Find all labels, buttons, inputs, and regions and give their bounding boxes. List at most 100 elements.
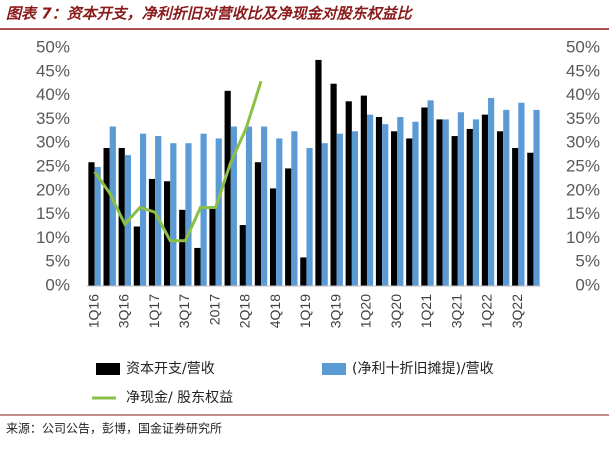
y2-tick-label: 45% [566,61,600,80]
bar [360,95,367,286]
bar [269,188,277,286]
bar [194,247,201,286]
bar [351,131,359,286]
y-tick-label: 20% [36,180,70,199]
bar [442,119,449,287]
bar [457,112,464,286]
y-tick-label: 45% [36,61,70,80]
bar [185,143,192,286]
y2-tick-label: 35% [566,109,600,128]
bar [366,114,374,286]
source: 来源：公司公告，彭博，国金证券研究所 [6,421,222,436]
chart-title: 图表 7：资本开支，净利折旧对营收比及净现金对股东权益比 [6,5,414,23]
bar [330,83,337,286]
y-tick-label: 50% [36,37,70,56]
y-tick-label: 30% [36,133,70,152]
bar [200,133,207,286]
legend-swatch [96,363,120,375]
bar [148,178,156,286]
y-tick-label: 10% [36,228,70,247]
y2-tick-label: 20% [566,180,600,199]
y-tick-label: 35% [36,109,70,128]
legend-label: 净现金/ 股东权益 [126,390,233,406]
legend-swatch [322,363,346,375]
bar [215,138,222,286]
bar [382,124,389,286]
x-tick-label: 1Q20 [358,294,374,328]
bar [481,114,489,286]
bar [245,126,253,286]
bar [345,101,352,286]
x-tick-label: 1Q17 [146,294,162,328]
bar [527,152,534,286]
bar [239,225,246,286]
bar [88,162,95,286]
bar [406,138,413,286]
bar [436,119,443,287]
bar [300,257,307,286]
bar [261,126,268,286]
x-tick-label: 2Q18 [237,294,253,328]
y2-tick-label: 25% [566,156,600,175]
bar [503,109,510,286]
y-tick-label: 5% [45,252,70,271]
y2-tick-label: 5% [575,252,600,271]
bar [397,117,404,287]
y2-tick-label: 50% [566,37,600,56]
bar [291,131,298,286]
bar [488,97,495,286]
bar [285,168,292,286]
y2-tick-label: 15% [566,204,600,223]
bar [321,143,328,286]
y2-tick-label: 40% [566,85,600,104]
legend-label: (净利十折旧摊提)/营收 [352,361,494,377]
bar [276,138,283,286]
bar [179,209,186,286]
bar [230,126,237,286]
y-tick-label: 0% [45,275,70,294]
y2-tick-label: 10% [566,228,600,247]
bar [375,117,383,287]
x-tick-label: 3Q16 [116,294,132,328]
x-tick-label: 1Q21 [418,294,434,328]
bar [391,131,398,286]
y-tick-label: 15% [36,204,70,223]
bar [512,147,519,286]
bar [155,136,162,286]
x-tick-label: 4Q18 [267,294,283,328]
y-tick-label: 40% [36,85,70,104]
bar [209,207,216,286]
bar [518,102,525,287]
bar [496,131,504,286]
bar [170,143,177,286]
x-tick-label: 1Q16 [85,294,101,328]
bar [427,100,434,286]
bar [451,136,458,286]
bar [103,147,110,286]
bar [412,121,419,286]
y-tick-label: 25% [36,156,70,175]
bar [306,147,313,286]
x-tick-label: 1Q19 [297,294,313,328]
bar [315,59,322,287]
bar [133,226,140,286]
y2-tick-label: 30% [566,133,600,152]
line-series [93,80,263,243]
bar [94,167,101,286]
legend-label: 资本开支/营收 [126,361,215,377]
bar [254,162,262,286]
bar [466,128,473,286]
bar [224,90,231,286]
bar [421,107,428,286]
x-tick-label: 3Q17 [176,294,192,328]
x-tick-label: 1Q22 [479,294,495,328]
x-tick-label: 3Q19 [327,294,343,328]
bar [109,126,116,286]
x-tick-label: 2017 [206,294,222,325]
bar [533,109,540,286]
bar [472,119,480,287]
x-tick-label: 3Q21 [448,294,464,328]
bar [336,133,343,286]
y2-tick-label: 0% [575,275,600,294]
